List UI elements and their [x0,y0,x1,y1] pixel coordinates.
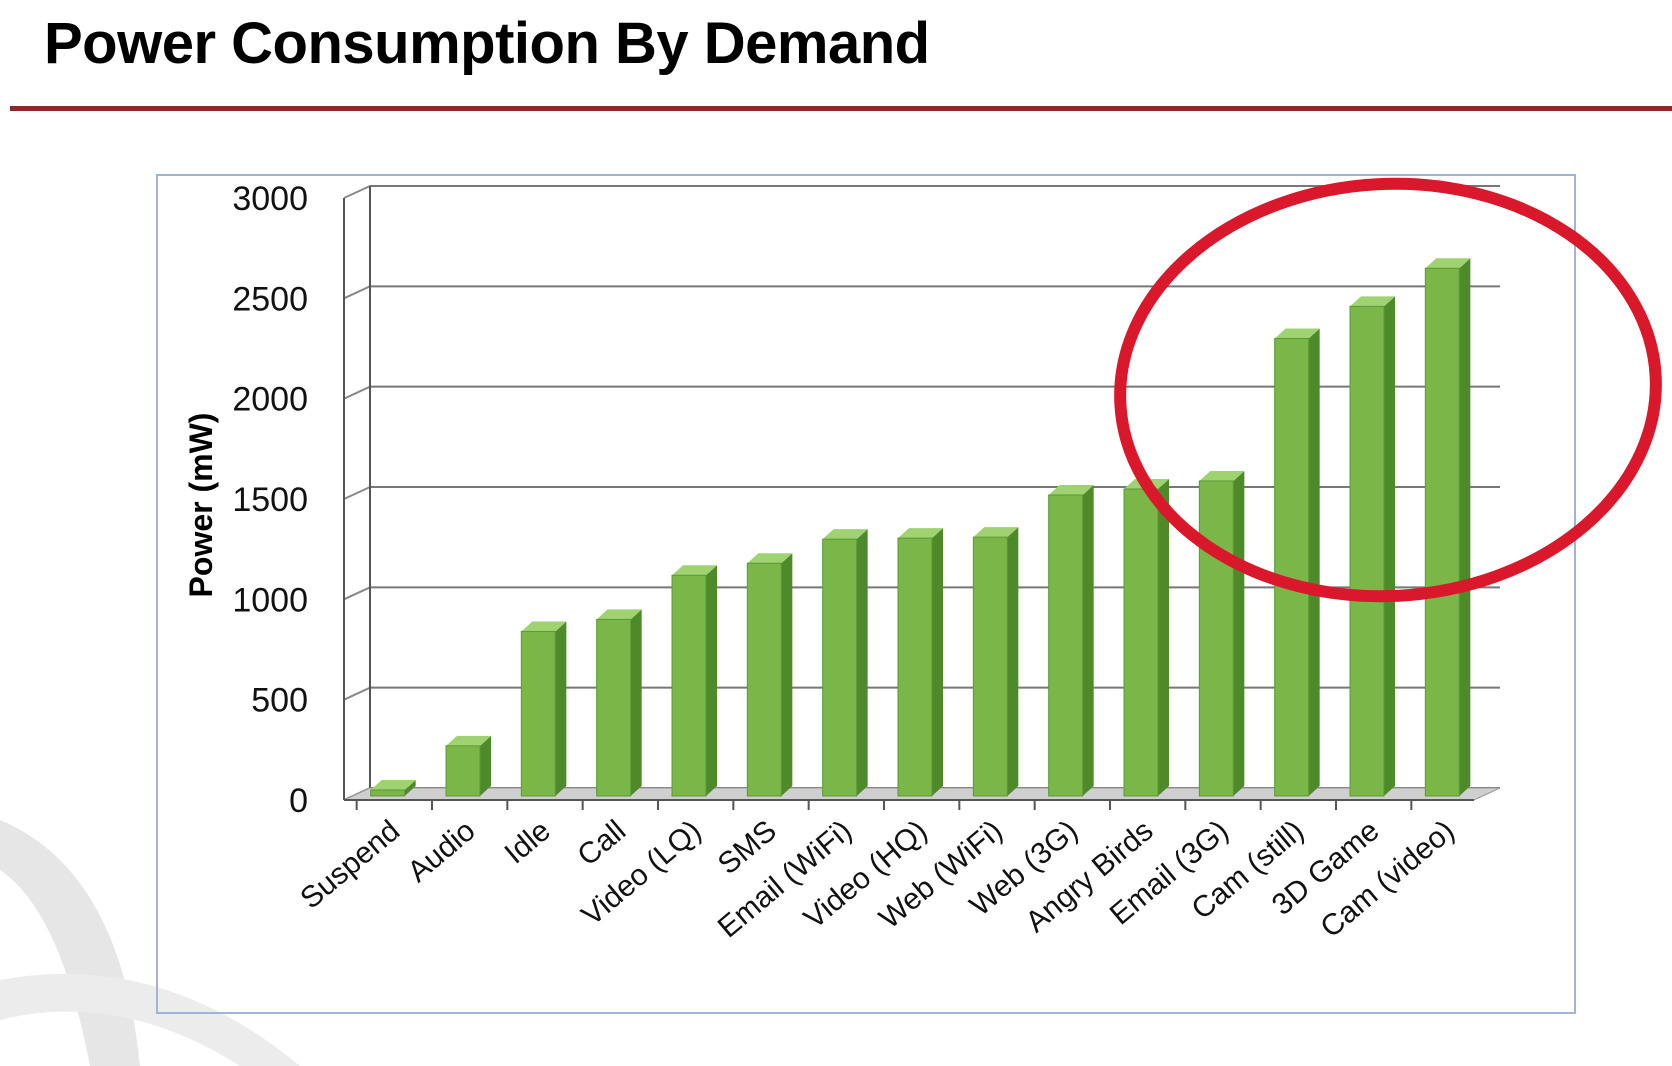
bar-top [898,528,943,539]
bar-front [1198,480,1234,797]
bar [370,779,416,797]
bar-top [672,565,717,576]
bar [1048,485,1094,797]
bars [370,258,1471,797]
highlight-ellipse [1114,177,1662,603]
bar [1274,328,1320,797]
bar-top [370,779,416,790]
bar-side [932,528,943,796]
bar [1123,478,1169,797]
y-tick-label: 2000 [232,381,308,419]
y-tick-label: 1000 [232,581,308,619]
bar [1349,296,1395,797]
x-tick-label: Audio [402,814,482,889]
x-tick-label: Call [571,814,632,873]
bar-side [404,779,416,796]
bar-front [822,538,858,797]
bar-top [1274,328,1320,339]
bar [972,527,1019,797]
gridline-depth [343,185,371,199]
bar-side [856,529,868,796]
y-tick-labels: 0 500 1000 1500 2000 2500 3000 [232,180,308,820]
bar-front [370,789,406,797]
bar-front [1424,267,1460,797]
y-tick-label: 3000 [232,180,308,218]
gridline-depth [343,586,371,601]
bar [671,565,717,797]
bar-top [1425,258,1471,269]
bar-side [1384,296,1395,796]
bar-side [555,621,567,796]
title-rule [10,106,1672,111]
bar-top [521,621,567,632]
y-tick-label: 0 [289,782,308,820]
y-tick-label: 1500 [232,481,308,519]
bar-side [630,609,642,796]
chart-frame [156,174,1576,1014]
bar-front [972,536,1008,797]
gridline-depth [343,385,371,400]
y-axis-label: Power (mW) [183,413,219,598]
bar [445,735,491,797]
bar-side [781,553,793,796]
bar [596,609,642,797]
bar-top [596,609,642,620]
bar-front [520,630,556,797]
bar [1198,470,1245,797]
bar [746,553,793,797]
gridline-depth [343,686,371,701]
bar-top [1048,485,1094,495]
gridline-depth [343,486,371,500]
bar-top [973,527,1019,538]
bar [1424,258,1471,797]
x-tick-label: Idle [499,814,557,870]
bar-front [1048,494,1084,797]
bar-side [1158,478,1169,796]
bar-side [1308,328,1320,796]
bar-side [706,565,717,796]
bar-top [1199,470,1245,481]
bar-side [1007,527,1019,796]
bar-side [1082,485,1094,796]
bar-front [445,745,481,797]
slide-title: Power Consumption By Demand [44,11,930,76]
y-tick-label: 2500 [232,280,308,318]
bar-top [822,529,868,540]
bar-side [1233,470,1245,796]
bar [897,528,943,797]
decorative-swoosh [0,820,300,1066]
bar-top [446,735,491,746]
bar-front [1123,488,1159,797]
bar [822,529,868,797]
x-tick-label: Suspend [294,814,406,915]
bar-top [747,553,793,564]
bar-front [1349,305,1385,797]
bar-front [1274,337,1310,797]
gridline-depth [343,285,371,300]
bar-front [671,574,707,797]
bar [520,621,567,797]
bar-side [480,735,491,796]
bar-side [1459,258,1471,796]
y-tick-label: 500 [251,682,308,720]
bar-top [1350,296,1395,307]
bar-front [596,618,632,797]
bar-front [897,537,933,797]
bar-front [746,562,782,797]
